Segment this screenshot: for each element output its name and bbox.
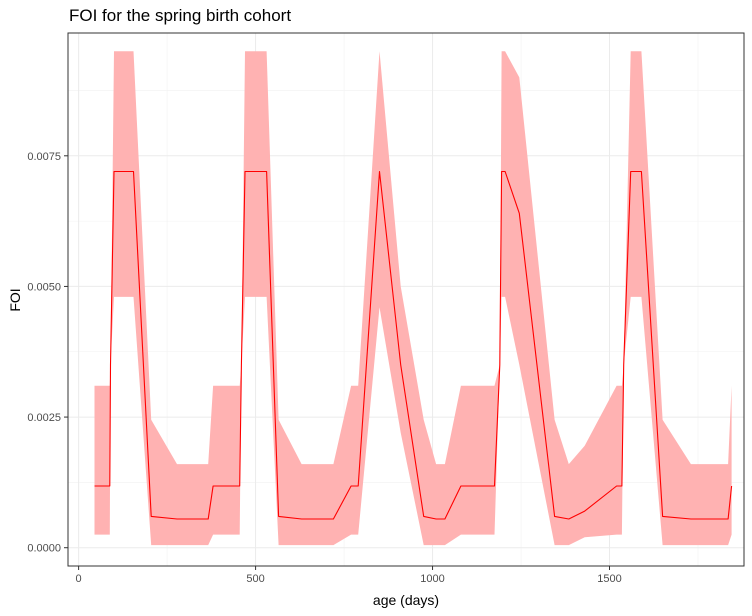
x-tick-label: 1000 — [420, 573, 444, 585]
y-tick-label: 0.0050 — [27, 281, 61, 293]
x-tick-label: 0 — [76, 573, 82, 585]
y-tick-label: 0.0075 — [27, 151, 61, 163]
x-tick-label: 1500 — [597, 573, 621, 585]
foi-line — [94, 170, 733, 520]
y-axis-title: FOI — [7, 288, 23, 312]
x-axis: 0 500 1000 1500 — [76, 566, 622, 585]
foi-line-layer — [94, 170, 733, 520]
confidence-ribbon — [94, 51, 732, 546]
y-tick-label: 0.0025 — [27, 412, 61, 424]
x-axis-title: age (days) — [372, 592, 440, 608]
chart-title: FOI for the spring birth cohort — [69, 6, 292, 25]
y-axis: 0.0000 0.0025 0.0050 0.0075 — [27, 151, 68, 555]
confidence-ribbon-layer — [94, 51, 732, 546]
x-tick-label: 500 — [246, 573, 264, 585]
y-tick-label: 0.0000 — [27, 543, 61, 555]
plot-panel-border — [67, 32, 745, 567]
